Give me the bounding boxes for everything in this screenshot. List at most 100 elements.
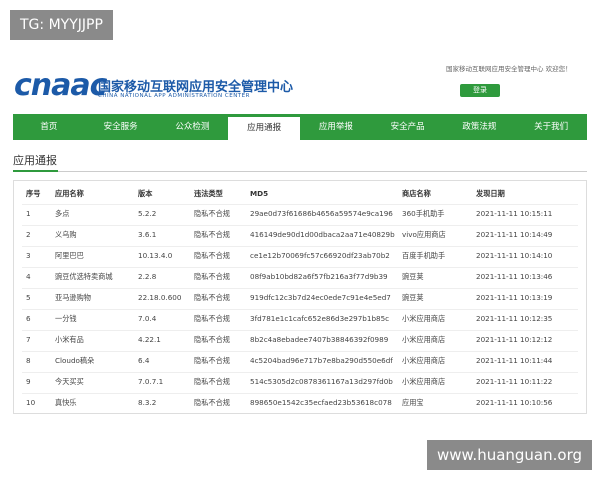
table-cell: 隐私不合规: [194, 209, 230, 218]
table-cell: 隐私不合规: [194, 251, 230, 260]
table-cell: 898650e1542c35ecfaed23b53618c078: [250, 398, 392, 407]
table-cell: 4c5204bad96e717b7e8ba290d550e6df: [250, 356, 393, 365]
table-cell: 6: [26, 314, 31, 323]
table-cell: 360手机助手: [402, 209, 445, 218]
table-cell: 7: [26, 335, 31, 344]
column-header: 违法类型: [194, 189, 223, 198]
table-cell: 3fd781e1c1cafc652e86d3e297b1b85c: [250, 314, 390, 323]
table-cell: 2021-11-11 10:13:19: [476, 293, 553, 302]
nav-item[interactable]: 公众检测: [175, 122, 210, 132]
table-cell: vivo应用商店: [402, 230, 446, 239]
row-divider: [22, 309, 578, 310]
column-header: 版本: [138, 189, 153, 198]
table-cell: 514c5305d2c0878361167a13d297fd0b: [250, 377, 393, 386]
table-cell: 919dfc12c3b7d24ec0ede7c91e4e5ed7: [250, 293, 391, 302]
table-cell: ce1e12b70069fc57c66920df23ab70b2: [250, 251, 390, 260]
org-name-en: CHINA NATIONAL APP ADMINISTRATION CENTER: [98, 93, 250, 99]
nav-item[interactable]: 安全服务: [103, 122, 138, 132]
column-header: 序号: [26, 189, 41, 198]
row-divider: [22, 372, 578, 373]
table-cell: 2021-11-11 10:15:11: [476, 209, 553, 218]
table-cell: 2021-11-11 10:13:46: [476, 272, 553, 281]
column-header: 应用名称: [55, 189, 84, 198]
table-cell: 1: [26, 209, 31, 218]
table-cell: 隐私不合规: [194, 335, 230, 344]
welcome: 国家移动互联网应用安全管理中心 欢迎您！: [446, 65, 572, 73]
table-cell: 8: [26, 356, 31, 365]
table-cell: 10: [26, 398, 36, 407]
table-cell: 隐私不合规: [194, 314, 230, 323]
table-cell: 百度手机助手: [402, 251, 446, 260]
table-cell: 应用宝: [402, 398, 424, 407]
row-divider: [22, 267, 578, 268]
logo: cnaac: [14, 68, 107, 103]
table-cell: 2021-11-11 10:11:22: [476, 377, 553, 386]
table-cell: 8.3.2: [138, 398, 157, 407]
table-cell: 2021-11-11 10:11:44: [476, 356, 553, 365]
title-underline: [13, 170, 58, 172]
table-cell: 隐私不合规: [194, 293, 230, 302]
table-cell: 一分钱: [55, 314, 77, 323]
table-cell: 9: [26, 377, 31, 386]
table-cell: 6.4: [138, 356, 150, 365]
row-divider: [22, 204, 578, 205]
nav-item[interactable]: 政策法规: [462, 122, 497, 132]
row-divider: [22, 393, 578, 394]
table-cell: 小米应用商店: [402, 335, 446, 344]
table-cell: 5: [26, 293, 31, 302]
row-divider: [22, 288, 578, 289]
table-cell: 7.0.7.1: [138, 377, 164, 386]
table-cell: 小米应用商店: [402, 377, 446, 386]
row-divider: [22, 246, 578, 247]
table-cell: 22.18.0.600: [138, 293, 182, 302]
table-cell: 8b2c4a8ebadee7407b38846392f0989: [250, 335, 389, 344]
table-cell: 隐私不合规: [194, 356, 230, 365]
table-cell: 2.2.8: [138, 272, 157, 281]
section-title: 应用通报: [13, 154, 57, 167]
table-cell: 3.6.1: [138, 230, 157, 239]
table-cell: 隐私不合规: [194, 377, 230, 386]
table-cell: 2021-11-11 10:12:12: [476, 335, 553, 344]
nav-item[interactable]: 应用通报: [228, 117, 300, 140]
table-cell: 隐私不合规: [194, 398, 230, 407]
login-button[interactable]: 登录: [460, 84, 500, 97]
table-cell: 豌豆荚: [402, 272, 424, 281]
table-cell: 亚马逊购物: [55, 293, 91, 302]
table-cell: 10.13.4.0: [138, 251, 173, 260]
nav-item[interactable]: 首页: [40, 122, 58, 132]
table-cell: 小米应用商店: [402, 314, 446, 323]
table-cell: 隐私不合规: [194, 230, 230, 239]
table-cell: 7.0.4: [138, 314, 157, 323]
table-cell: 2021-11-11 10:14:49: [476, 230, 553, 239]
nav-bar: 首页 安全服务 公众检测 应用通报 应用举报 安全产品 政策法规 关于我们: [13, 114, 587, 140]
table: 序号 应用名称 版本 违法类型 MD5 商店名称 发现日期 1 多点 5.2.2 隐私不合规 29ae…: [13, 180, 587, 414]
table-cell: 阿里巴巴: [55, 251, 84, 260]
divider: [13, 171, 587, 172]
nav-item[interactable]: 应用举报: [318, 122, 353, 132]
row-divider: [22, 330, 578, 331]
nav-item[interactable]: 安全产品: [390, 122, 425, 132]
table-cell: 豌豆荚: [402, 293, 424, 302]
row-divider: [22, 225, 578, 226]
watermark: TG: MYYJJPP: [10, 10, 113, 40]
table-cell: 隐私不合规: [194, 272, 230, 281]
nav-item[interactable]: 关于我们: [534, 122, 569, 132]
table-cell: 真快乐: [55, 398, 77, 407]
column-header: 发现日期: [476, 189, 505, 198]
table-cell: 今天买买: [55, 377, 84, 386]
table-cell: 3: [26, 251, 31, 260]
table-cell: 416149de90d1d00dbaca2aa71e40829b: [250, 230, 395, 239]
table-cell: 08f9ab10bd82a6f57fb216a3f77d9b39: [250, 272, 388, 281]
table-cell: 4: [26, 272, 31, 281]
table-cell: 2021-11-11 10:12:35: [476, 314, 553, 323]
table-cell: 小米有品: [55, 335, 84, 344]
table-cell: 多点: [55, 209, 70, 218]
table-cell: 5.2.2: [138, 209, 157, 218]
row-divider: [22, 351, 578, 352]
table-cell: 4.22.1: [138, 335, 161, 344]
table-cell: 2021-11-11 10:14:10: [476, 251, 553, 260]
table-cell: 豌豆优选特卖商城: [55, 272, 113, 281]
table-cell: 义乌购: [55, 230, 77, 239]
column-header: MD5: [250, 189, 269, 198]
org-name: 国家移动互联网应用安全管理中心: [98, 80, 294, 95]
